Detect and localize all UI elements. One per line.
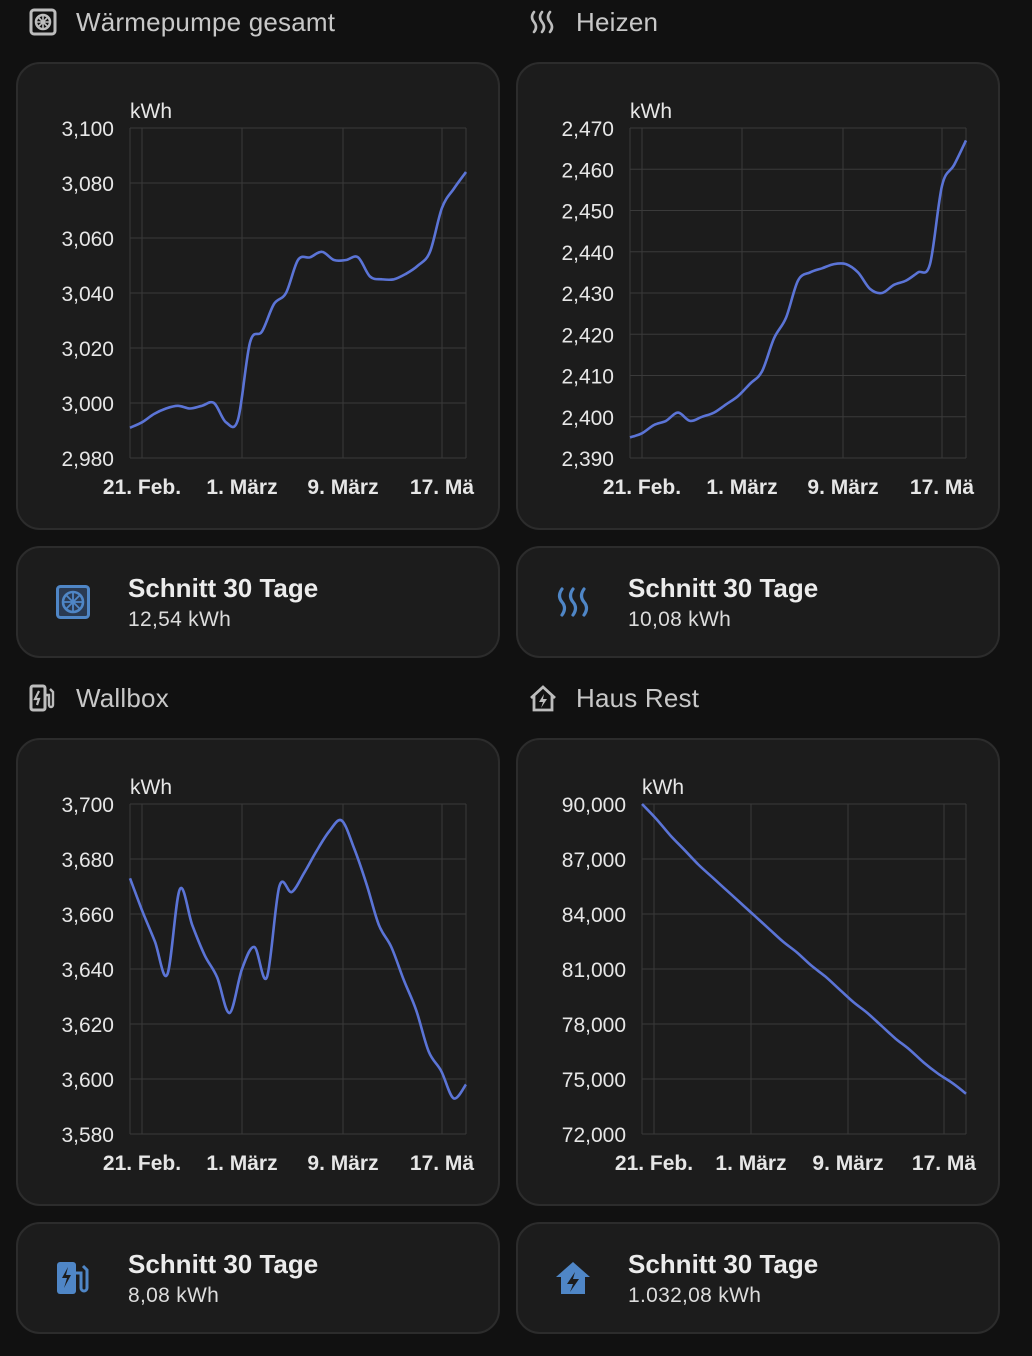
y-tick-label: 2,450 [561,201,614,224]
y-tick-label: 2,430 [561,283,614,306]
y-tick-label: 3,060 [61,228,114,251]
y-tick-label: 3,580 [61,1124,114,1147]
y-tick-label: 90,000 [562,794,626,817]
y-tick-label: 3,640 [61,959,114,982]
tile-heizen[interactable]: Schnitt 30 Tage 10,08 kWh [516,546,1000,658]
y-tick-label: 2,410 [561,366,614,389]
section-title-text: Haus Rest [576,682,700,713]
chart-card-haus-rest[interactable]: 90,000 87,000 84,000 81,000 78,000 75,000 72,0… [516,738,1000,1206]
x-tick-label: 17. Mä [410,476,475,499]
x-tick-label: 1. März [206,1152,277,1175]
y-tick-label: 2,400 [561,407,614,430]
series-line [641,803,967,1095]
y-tick-label: 3,660 [61,904,114,927]
tile-state: 10,08 kWh [628,607,732,631]
tile-name: Schnitt 30 Tage [628,572,819,603]
heat-wave-icon [554,583,592,621]
y-tick-label: 81,000 [562,959,626,982]
ev-station-icon [54,1259,92,1297]
line-chart[interactable]: 3,100 3,080 3,060 3,040 3,020 3,000 2,980 21. F… [18,64,502,532]
x-tick-label: 21. Feb. [603,476,681,499]
section-title-wallbox: Wallbox [28,676,169,720]
heat-pump-icon [54,583,92,621]
line-chart[interactable]: 3,700 3,680 3,660 3,640 3,620 3,600 3,580 21. F… [18,740,502,1208]
section-title-text: Heizen [576,6,659,37]
x-tick-label: 21. Feb. [615,1152,693,1175]
x-tick-label: 17. Mä [410,1152,475,1175]
section-title-text: Wärmepumpe gesamt [76,6,336,37]
y-tick-label: 3,080 [61,173,114,196]
tile-state: 1.032,08 kWh [628,1283,762,1307]
x-tick-label: 1. März [706,476,777,499]
tile-name: Schnitt 30 Tage [128,572,319,603]
ev-station-icon [28,683,58,713]
line-chart[interactable]: 90,000 87,000 84,000 81,000 78,000 75,000 72,0… [518,740,1002,1208]
section-title-haus-rest: Haus Rest [528,676,699,720]
axis-unit-label: kWh [130,100,172,123]
y-tick-label: 3,000 [61,393,114,416]
section-title-heizen: Heizen [528,0,658,44]
y-tick-label: 3,100 [61,118,114,141]
tile-state: 12,54 kWh [128,607,232,631]
y-tick-label: 3,020 [61,338,114,361]
x-tick-label: 9. März [307,1152,378,1175]
chart-card-wallbox[interactable]: 3,700 3,680 3,660 3,640 3,620 3,600 3,580 21. F… [16,738,500,1206]
y-tick-label: 2,460 [561,159,614,182]
x-tick-label: 21. Feb. [103,476,181,499]
axis-unit-label: kWh [130,776,172,799]
y-tick-label: 2,440 [561,242,614,265]
x-tick-label: 9. März [307,476,378,499]
y-tick-label: 78,000 [562,1014,626,1037]
y-tick-label: 2,390 [561,448,614,471]
home-lightning-icon [528,683,558,713]
line-chart[interactable]: 2,470 2,460 2,450 2,440 2,430 2,420 2,410 2,400… [518,64,1002,532]
y-tick-label: 3,040 [61,283,114,306]
y-tick-label: 75,000 [562,1069,626,1092]
heat-wave-icon [528,7,558,37]
y-tick-label: 72,000 [562,1124,626,1147]
section-title-text: Wallbox [76,682,169,713]
section-title-waermepumpe: Wärmepumpe gesamt [28,0,335,44]
x-tick-label: 9. März [807,476,878,499]
tile-wallbox[interactable]: Schnitt 30 Tage 8,08 kWh [16,1222,500,1334]
chart-card-heizen[interactable]: 2,470 2,460 2,450 2,440 2,430 2,420 2,410 2,400… [516,62,1000,530]
series-line [629,139,968,439]
tile-state: 8,08 kWh [128,1283,220,1307]
x-tick-label: 17. Mä [910,476,975,499]
axis-unit-label: kWh [642,776,684,799]
y-tick-label: 3,620 [61,1014,114,1037]
x-tick-label: 1. März [206,476,277,499]
series-line [129,171,468,429]
y-tick-label: 2,470 [561,118,614,141]
tile-waermepumpe[interactable]: Schnitt 30 Tage 12,54 kWh [16,546,500,658]
y-tick-label: 87,000 [562,849,626,872]
home-lightning-icon [554,1259,592,1297]
chart-card-waermepumpe[interactable]: 3,100 3,080 3,060 3,040 3,020 3,000 2,980 21. F… [16,62,500,530]
tile-haus-rest[interactable]: Schnitt 30 Tage 1.032,08 kWh [516,1222,1000,1334]
x-tick-label: 17. Mä [912,1152,977,1175]
y-tick-label: 2,980 [61,448,114,471]
series-line [128,818,468,1100]
x-tick-label: 9. März [812,1152,883,1175]
axis-unit-label: kWh [630,100,672,123]
heat-pump-icon [28,7,58,37]
y-tick-label: 3,680 [61,849,114,872]
y-tick-label: 3,600 [61,1069,114,1092]
y-tick-label: 84,000 [562,904,626,927]
tile-name: Schnitt 30 Tage [128,1248,319,1279]
y-tick-label: 3,700 [61,794,114,817]
y-tick-label: 2,420 [561,324,614,347]
x-tick-label: 1. März [715,1152,786,1175]
tile-name: Schnitt 30 Tage [628,1248,819,1279]
x-tick-label: 21. Feb. [103,1152,181,1175]
